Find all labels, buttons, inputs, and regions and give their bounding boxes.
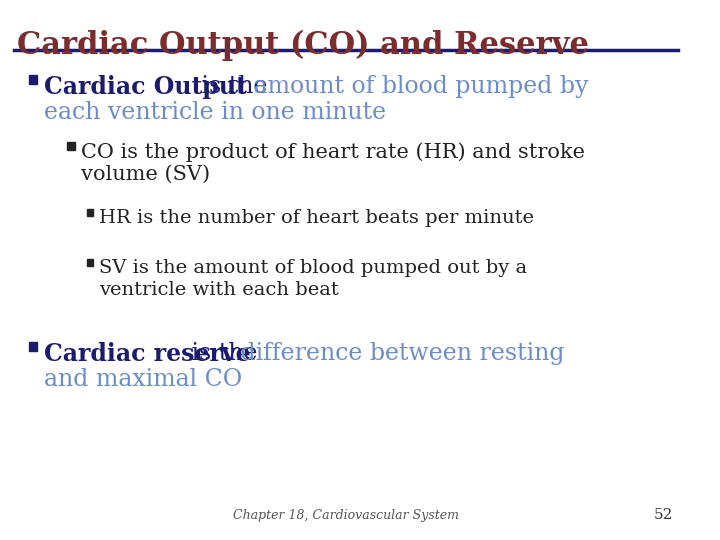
Text: Cardiac Output (CO) and Reserve: Cardiac Output (CO) and Reserve — [17, 30, 589, 61]
Text: CO is the product of heart rate (HR) and stroke: CO is the product of heart rate (HR) and… — [81, 142, 585, 161]
Text: difference between resting: difference between resting — [233, 342, 564, 365]
Text: Cardiac reserve: Cardiac reserve — [44, 342, 251, 366]
Text: HR is the number of heart beats per minute: HR is the number of heart beats per minu… — [99, 209, 534, 227]
Text: volume (SV): volume (SV) — [81, 165, 210, 184]
FancyBboxPatch shape — [86, 259, 93, 266]
FancyBboxPatch shape — [67, 142, 75, 150]
Text: each ventricle in one minute: each ventricle in one minute — [44, 101, 387, 124]
Text: 52: 52 — [654, 508, 672, 522]
Text: amount of blood pumped by: amount of blood pumped by — [246, 75, 588, 98]
Text: and maximal CO: and maximal CO — [44, 368, 243, 391]
Text: ventricle with each beat: ventricle with each beat — [99, 281, 338, 299]
Text: Chapter 18, Cardiovascular System: Chapter 18, Cardiovascular System — [233, 509, 459, 522]
Text: Cardiac Output: Cardiac Output — [44, 75, 247, 99]
Text: is the: is the — [194, 75, 268, 98]
Text: SV is the amount of blood pumped out by a: SV is the amount of blood pumped out by … — [99, 259, 527, 277]
FancyBboxPatch shape — [29, 342, 37, 351]
FancyBboxPatch shape — [29, 75, 37, 84]
FancyBboxPatch shape — [86, 209, 93, 216]
Text: is the: is the — [184, 342, 257, 365]
